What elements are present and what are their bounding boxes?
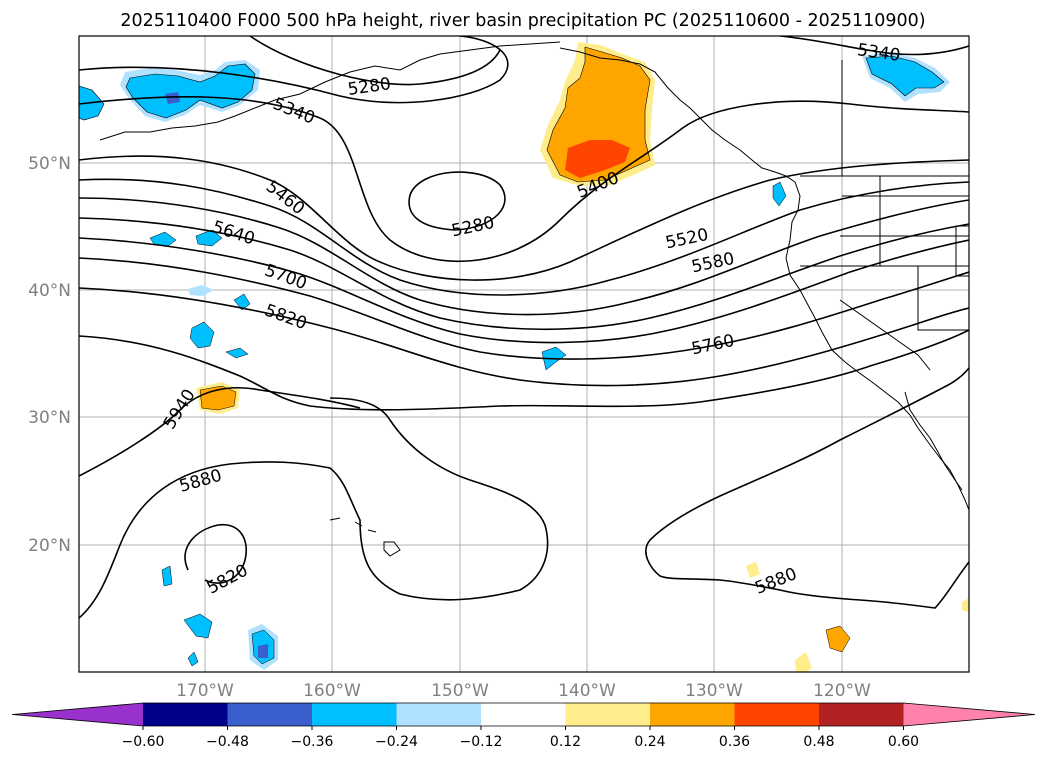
latitude-labels: 50°N 40°N 30°N 20°N	[28, 154, 71, 556]
precip-blob-9	[161, 565, 173, 587]
contour-5580	[79, 197, 969, 316]
colorbar-tick-label: −0.60	[122, 734, 165, 750]
precip-positive-gulf-alaska-strong	[565, 140, 630, 178]
precip-blob-1	[149, 231, 177, 247]
colorbar-segment	[312, 703, 397, 726]
precip-blob-11	[187, 651, 199, 667]
border-states-6	[917, 266, 969, 331]
colorbar-segment	[565, 703, 651, 726]
contour-5700	[79, 237, 969, 344]
precip-blob-12-core	[258, 644, 268, 658]
contour-5760	[79, 257, 969, 360]
precip-blob-8	[772, 181, 787, 207]
colorbar-tick-label: −0.36	[291, 734, 334, 750]
precip-blob-13	[825, 625, 851, 653]
colorbar-segment	[143, 703, 228, 726]
contour-5520	[79, 178, 969, 296]
contour-5400-a	[79, 96, 969, 262]
longitude-labels: 170°W 160°W 150°W 140°W 130°W 120°W	[176, 681, 871, 701]
precip-blob-3	[188, 285, 214, 296]
border-states-4	[839, 299, 931, 371]
lat-label-20n: 20°N	[28, 536, 71, 556]
contour-5640	[79, 217, 969, 331]
colorbar-tick-label: 0.60	[888, 734, 919, 750]
colorbar-tick-label: 0.48	[803, 734, 834, 750]
colorbar: −0.60 −0.48 −0.36 −0.24 −0.12 0.12 0.24 0.36 0.4…	[11, 702, 1036, 750]
lon-label-170w: 170°W	[176, 681, 234, 701]
contour-5880-band	[79, 329, 969, 411]
height-contours	[79, 36, 969, 619]
colorbar-segment	[481, 703, 566, 726]
contour-5940	[79, 387, 361, 477]
lon-label-130w: 130°W	[685, 681, 743, 701]
lon-label-140w: 140°W	[558, 681, 616, 701]
colorbar-tick-label: −0.24	[375, 734, 418, 750]
contour-5820-band	[79, 287, 969, 387]
coastline-baja	[904, 391, 963, 491]
lon-label-160w: 160°W	[303, 681, 361, 701]
contour-5340-ne	[779, 36, 969, 56]
contour-5280-closed	[408, 171, 506, 231]
colorbar-tick-label: −0.48	[206, 734, 249, 750]
precip-negative-aleutians-mid	[125, 63, 256, 119]
hawaii-islands	[329, 517, 401, 557]
coastline-alaska-south	[559, 47, 796, 183]
precip-blob-6	[225, 347, 249, 359]
precip-blob-5	[189, 321, 215, 349]
colorbar-tick-label: 0.24	[634, 734, 665, 750]
coastline-alaska-aleutians	[99, 41, 561, 141]
contour-5340-north	[79, 36, 509, 104]
figure-title: 2025110400 F000 500 hPa height, river ba…	[120, 11, 925, 31]
colorbar-tick-label: 0.36	[719, 734, 750, 750]
border-states-7	[955, 225, 969, 277]
precip-negative-ne-mid	[865, 55, 945, 97]
coastlines	[99, 41, 969, 557]
precip-negative-aleutians-strong	[165, 92, 180, 104]
colorbar-segment	[650, 703, 735, 726]
colorbar-segment	[227, 703, 313, 726]
precip-blob-10	[183, 613, 213, 639]
lat-label-40n: 40°N	[28, 281, 71, 301]
colorbar-extend-low	[12, 703, 143, 726]
precip-blob-15	[746, 562, 760, 578]
coastline-canada-us-west	[785, 181, 969, 511]
lat-label-50n: 50°N	[28, 154, 71, 174]
precip-blob-16	[962, 598, 969, 612]
colorbar-segment	[734, 703, 820, 726]
colorbar-segment	[396, 703, 482, 726]
colorbar-tick-label: −0.12	[460, 734, 503, 750]
lon-label-120w: 120°W	[813, 681, 871, 701]
precip-blob-4	[233, 293, 251, 311]
contour-5460	[79, 155, 969, 281]
map-frame	[78, 35, 970, 673]
colorbar-tick-label: 0.12	[550, 734, 581, 750]
lon-label-150w: 150°W	[431, 681, 489, 701]
colorbar-extend-high	[903, 703, 1035, 726]
colorbar-segment	[819, 703, 904, 726]
contour-5880-se	[645, 367, 969, 609]
lat-label-30n: 30°N	[28, 408, 71, 428]
contour-5280-north	[249, 36, 501, 86]
contour-5880-south	[79, 397, 549, 619]
contour-5820-closed-south	[184, 524, 247, 584]
precip-blob-14	[795, 652, 812, 672]
map-background	[79, 36, 969, 672]
